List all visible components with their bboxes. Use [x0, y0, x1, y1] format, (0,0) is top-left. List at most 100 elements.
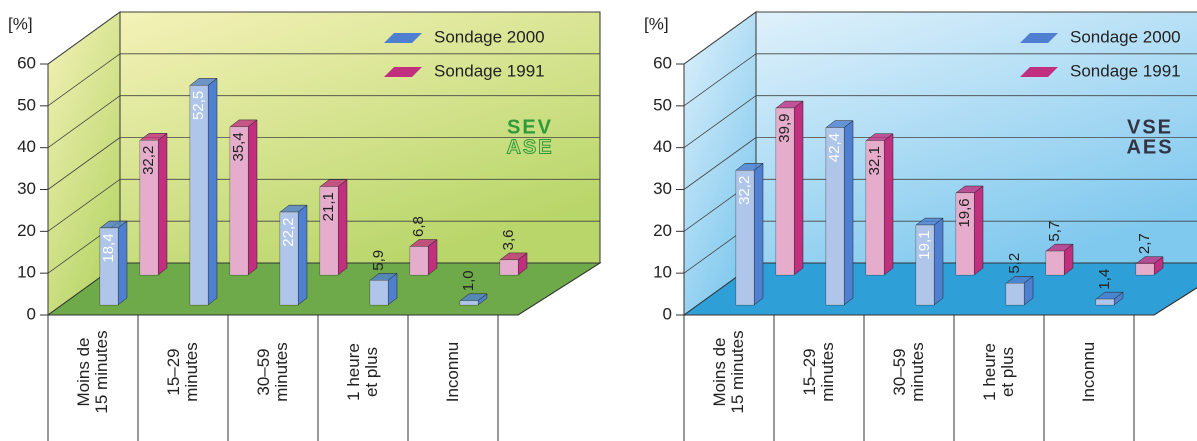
legend-label: Sondage 1991	[1070, 61, 1181, 80]
x-tick-label: Inconnu	[1079, 341, 1098, 403]
grid-line	[47, 95, 121, 148]
table-line	[1153, 287, 1197, 316]
bar-front-tint	[1096, 299, 1114, 305]
bar	[1135, 256, 1164, 276]
value-label: 22,2	[280, 218, 297, 247]
legend-swatch	[384, 67, 422, 77]
bar-front-tint	[230, 126, 248, 275]
bar	[99, 220, 128, 306]
bar-front-tint	[410, 246, 428, 275]
bar	[189, 77, 218, 306]
value-label: 2,7	[1136, 233, 1153, 254]
x-tick-label: 30–59 minutes	[254, 342, 291, 402]
value-label: 18,4	[100, 233, 117, 262]
bar	[1095, 291, 1124, 306]
value-label: 1,4	[1096, 269, 1113, 290]
bar-side	[297, 204, 308, 306]
grid-line	[47, 137, 121, 190]
bar	[139, 132, 168, 276]
value-label: 32,2	[140, 146, 157, 175]
value-label: 5,9	[370, 250, 387, 271]
value-label: 19,1	[916, 230, 933, 259]
x-tick-label: 15–29 minutes	[164, 342, 201, 402]
y-tick-label: 40	[17, 137, 36, 156]
bar	[955, 185, 984, 276]
bar-side	[337, 179, 348, 276]
bar-side	[973, 185, 984, 276]
grid-line	[683, 53, 757, 107]
bar	[825, 120, 854, 306]
y-tick-label: 30	[17, 179, 36, 198]
y-tick-label: 40	[653, 137, 672, 156]
bar	[915, 217, 944, 306]
legend-label: Sondage 1991	[434, 61, 545, 80]
bar	[865, 133, 894, 276]
y-tick-label: 20	[17, 221, 36, 240]
bar-side	[753, 162, 764, 306]
bar-front-tint	[140, 140, 158, 275]
bar-front-tint	[1136, 263, 1154, 275]
bar	[369, 272, 398, 306]
value-label: 42,4	[826, 133, 843, 162]
bar	[775, 100, 804, 276]
bar-side	[157, 132, 168, 276]
logo-text: VSE	[1127, 116, 1173, 138]
bar-side	[247, 119, 258, 276]
bar-front-tint	[190, 85, 208, 305]
logo-text: AES	[1126, 136, 1173, 158]
value-label: 35,4	[230, 132, 247, 161]
y-tick-label: 30	[653, 179, 672, 198]
bar-front-tint	[1006, 283, 1024, 305]
value-label: 19,6	[956, 198, 973, 227]
bar	[229, 119, 258, 276]
bar	[735, 162, 764, 306]
value-label: 3,6	[500, 230, 517, 251]
y-tick-label: 60	[17, 53, 36, 72]
x-tick-label: 1 heure et plus	[980, 343, 1017, 401]
bar	[1005, 275, 1034, 306]
bar-front-tint	[776, 108, 794, 276]
y-tick-label: 10	[17, 263, 36, 282]
bar-front-tint	[460, 300, 478, 305]
bar-side	[883, 133, 894, 276]
bar-front-tint	[956, 193, 974, 275]
value-label: 5,2	[1006, 253, 1023, 274]
bar-side	[843, 120, 854, 306]
bar	[499, 252, 528, 276]
y-axis-label: [%]	[644, 14, 669, 33]
bar-side	[117, 220, 128, 306]
x-tick-label: 15–29 minutes	[800, 342, 837, 402]
legend-swatch	[1020, 67, 1058, 77]
y-tick-label: 20	[653, 221, 672, 240]
bar	[279, 204, 308, 306]
value-label: 5,7	[1046, 221, 1063, 242]
bar-front-tint	[370, 280, 388, 305]
x-tick-label: 1 heure et plus	[344, 343, 381, 401]
y-axis-label: [%]	[8, 14, 33, 33]
x-tick-label: Moins de 15 minutes	[710, 330, 747, 414]
legend-swatch	[1020, 33, 1058, 43]
logo-text: SEV	[507, 116, 553, 138]
bar	[319, 179, 348, 276]
legend-label: Sondage 2000	[434, 27, 545, 46]
bar-front-tint	[320, 186, 338, 275]
legend-label: Sondage 2000	[1070, 27, 1181, 46]
bar-front-tint	[826, 127, 844, 305]
bar-side	[793, 100, 804, 276]
grid-line	[683, 95, 757, 148]
y-tick-label: 50	[17, 95, 36, 114]
y-tick-label: 50	[653, 95, 672, 114]
value-label: 32,2	[736, 176, 753, 205]
y-tick-label: 60	[653, 53, 672, 72]
value-label: 39,9	[776, 113, 793, 142]
value-label: 1,0	[460, 270, 477, 291]
y-tick-label: 0	[27, 304, 36, 323]
x-tick-label: 30–59 minutes	[890, 342, 927, 402]
bar	[409, 239, 438, 276]
bar	[459, 293, 488, 306]
x-tick-label: Moins de 15 minutes	[74, 330, 111, 414]
grid-line	[47, 179, 121, 232]
x-tick-label: Inconnu	[443, 341, 462, 403]
value-label: 6,8	[410, 216, 427, 237]
